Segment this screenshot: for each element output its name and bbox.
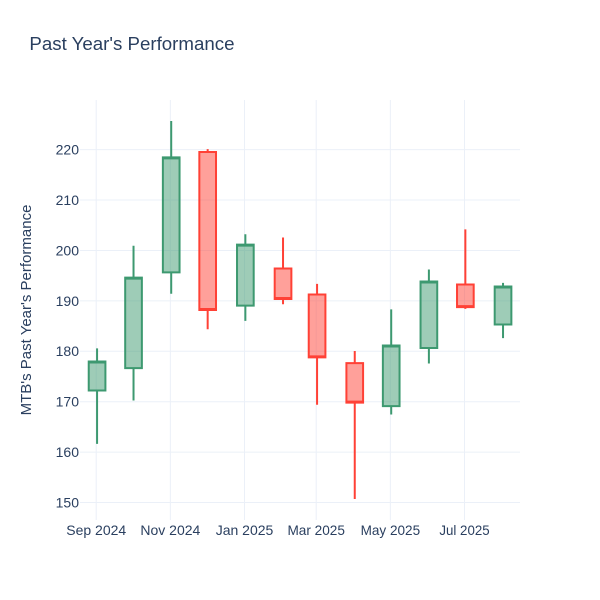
svg-text:MTB's Past Year's Performance: MTB's Past Year's Performance [18,205,35,416]
svg-text:Sep 2024: Sep 2024 [66,522,126,538]
svg-text:190: 190 [56,293,80,309]
svg-text:160: 160 [56,444,80,460]
svg-text:Jul 2025: Jul 2025 [439,522,489,538]
svg-text:Past Year's Performance: Past Year's Performance [29,33,234,54]
svg-text:Nov 2024: Nov 2024 [140,522,200,538]
svg-text:May 2025: May 2025 [361,522,421,538]
svg-text:200: 200 [56,242,80,258]
svg-text:180: 180 [56,343,80,359]
svg-text:220: 220 [56,142,80,158]
svg-text:Jan 2025: Jan 2025 [216,522,274,538]
svg-text:170: 170 [56,394,80,410]
svg-text:Mar 2025: Mar 2025 [287,522,345,538]
svg-text:210: 210 [56,192,80,208]
svg-text:150: 150 [56,494,80,510]
